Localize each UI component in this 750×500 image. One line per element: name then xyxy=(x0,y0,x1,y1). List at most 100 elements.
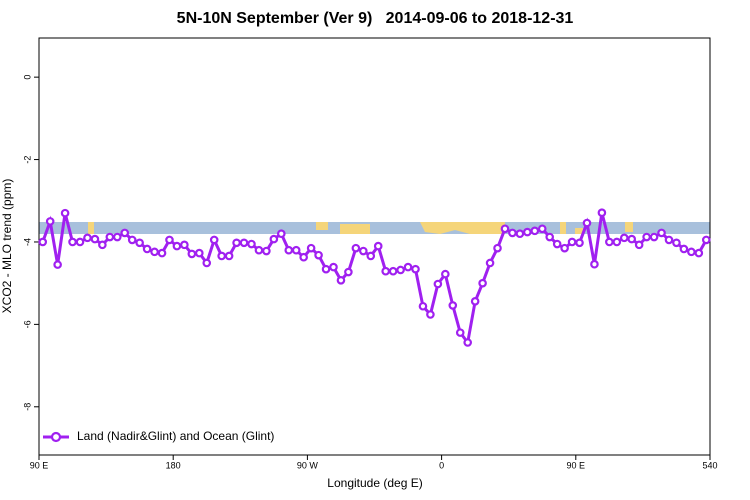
point xyxy=(597,208,607,218)
point xyxy=(187,249,197,259)
point xyxy=(575,238,584,248)
land-patch xyxy=(560,222,566,234)
point xyxy=(508,228,517,238)
point xyxy=(202,258,212,268)
y-tick-label: -8 xyxy=(22,403,32,411)
point xyxy=(523,227,532,237)
point xyxy=(224,251,234,261)
y-tick-label: -4 xyxy=(22,238,32,246)
point xyxy=(619,233,629,243)
point xyxy=(687,247,696,257)
point xyxy=(560,243,569,253)
point xyxy=(217,251,226,261)
point xyxy=(657,228,666,238)
x-tick-label: 90 W xyxy=(297,460,319,470)
legend-label: Land (Nadir&Glint) and Ocean (Glint) xyxy=(77,429,274,443)
x-tick-label: 90 E xyxy=(30,460,49,470)
point xyxy=(254,245,264,255)
point xyxy=(351,243,361,253)
land-patch xyxy=(575,228,583,234)
point xyxy=(694,248,704,258)
point xyxy=(38,237,48,247)
point xyxy=(381,266,390,276)
point xyxy=(701,235,711,245)
point xyxy=(411,264,420,274)
point xyxy=(485,258,495,268)
point xyxy=(60,208,70,218)
point xyxy=(75,237,85,247)
point xyxy=(127,235,137,245)
point xyxy=(373,241,383,251)
legend-marker xyxy=(50,431,62,443)
point xyxy=(105,232,115,242)
point xyxy=(649,232,659,242)
point xyxy=(672,238,681,248)
point xyxy=(530,226,540,236)
point xyxy=(277,229,286,239)
point xyxy=(172,241,182,251)
point xyxy=(388,266,398,276)
land-patch xyxy=(88,222,94,234)
point xyxy=(590,259,599,269)
point xyxy=(83,233,92,243)
plot-frame xyxy=(38,37,711,456)
point xyxy=(299,252,308,262)
point xyxy=(679,244,689,254)
y-tick-label: -6 xyxy=(22,320,32,328)
point xyxy=(426,310,435,319)
ocean-band xyxy=(39,222,710,234)
point xyxy=(567,237,577,247)
point xyxy=(247,239,256,249)
point xyxy=(291,245,301,255)
point xyxy=(418,301,428,311)
point xyxy=(441,269,450,279)
point xyxy=(493,243,502,253)
point xyxy=(262,246,271,256)
point xyxy=(500,224,510,234)
point xyxy=(552,239,562,249)
point xyxy=(53,260,62,269)
y-tick-label: -2 xyxy=(22,156,32,164)
chart-title: 5N-10N September (Ver 9) 2014-09-06 to 2… xyxy=(177,10,574,27)
land-patch xyxy=(340,224,370,234)
land-ocean-strip xyxy=(39,222,710,234)
point xyxy=(448,301,458,310)
land-patch xyxy=(316,222,328,230)
point xyxy=(180,240,189,250)
point xyxy=(112,232,122,242)
point xyxy=(165,235,174,245)
point xyxy=(515,229,525,239)
point xyxy=(634,240,644,250)
x-tick-label: 180 xyxy=(166,460,181,470)
point xyxy=(605,237,614,247)
point xyxy=(157,248,167,258)
point xyxy=(455,328,465,337)
y-axis-label: XCO2 - MLO trend (ppm) xyxy=(0,179,14,314)
point xyxy=(98,240,107,250)
point xyxy=(150,247,159,257)
point xyxy=(314,250,323,260)
point xyxy=(359,246,368,256)
x-tick-label: 540 xyxy=(702,460,717,470)
point xyxy=(232,238,241,248)
point xyxy=(366,251,376,261)
point xyxy=(612,237,622,247)
point xyxy=(545,232,555,242)
point xyxy=(194,248,204,258)
point xyxy=(90,234,100,244)
point xyxy=(142,244,152,254)
x-axis-label: Longitude (deg E) xyxy=(327,476,422,490)
point xyxy=(135,238,144,248)
point xyxy=(209,235,219,245)
point xyxy=(470,297,480,306)
point xyxy=(463,338,472,347)
point xyxy=(478,278,487,288)
x-tick-label: 90 E xyxy=(567,460,586,470)
point xyxy=(433,279,443,289)
point xyxy=(344,267,353,277)
point xyxy=(306,243,316,253)
point xyxy=(269,234,279,244)
point xyxy=(45,217,55,226)
point xyxy=(642,232,651,242)
